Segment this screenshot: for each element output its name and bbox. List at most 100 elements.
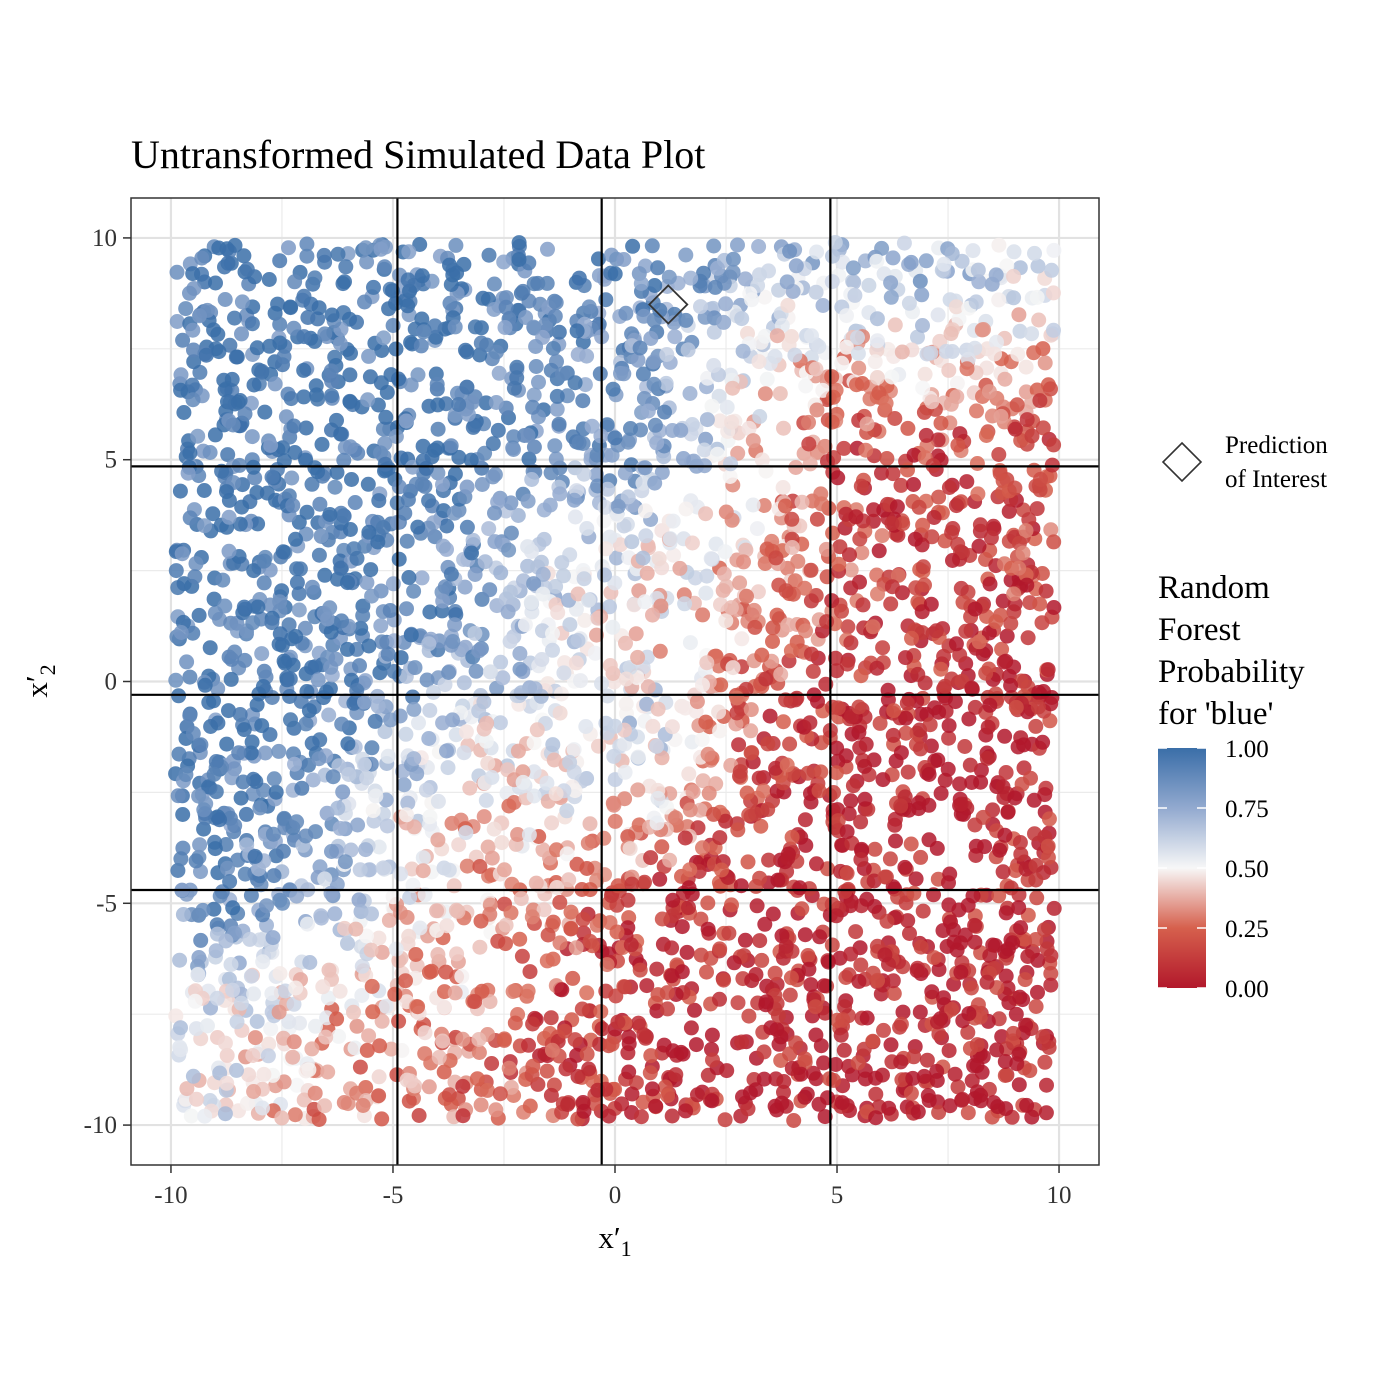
data-point [514, 948, 530, 964]
data-point [399, 807, 414, 823]
data-point [232, 516, 248, 532]
data-point [1018, 359, 1034, 375]
data-point [205, 506, 221, 522]
data-point [219, 1047, 235, 1063]
data-point [542, 497, 558, 513]
data-point [814, 496, 829, 512]
data-point [778, 692, 794, 708]
data-point [780, 850, 796, 866]
data-point [206, 591, 222, 607]
data-point [825, 525, 841, 541]
data-point [775, 480, 791, 495]
data-point [950, 437, 966, 453]
data-point [523, 594, 539, 610]
data-point [605, 619, 621, 635]
data-point [168, 1008, 184, 1024]
data-point [695, 840, 710, 856]
data-point [944, 1001, 959, 1017]
data-point [758, 994, 774, 1010]
data-point [575, 393, 591, 409]
data-point [274, 583, 290, 599]
data-point [396, 777, 412, 793]
data-point [556, 568, 571, 584]
data-point [227, 310, 242, 326]
data-point [528, 339, 544, 354]
data-point [404, 861, 420, 877]
data-point [206, 693, 221, 709]
data-point [375, 421, 391, 437]
data-point [221, 703, 236, 719]
data-point [824, 414, 840, 430]
data-point [751, 770, 767, 786]
data-point [480, 755, 496, 771]
data-point [197, 518, 213, 534]
colorbar-label: 0.00 [1225, 976, 1269, 1003]
data-point [941, 730, 957, 746]
data-point [476, 721, 492, 737]
data-point [736, 554, 751, 570]
data-point [359, 575, 375, 591]
data-point [282, 689, 298, 704]
data-point [914, 287, 930, 303]
data-point [883, 275, 899, 291]
data-point [706, 358, 722, 373]
data-point [897, 859, 913, 875]
data-point [410, 999, 426, 1015]
data-point [991, 447, 1007, 462]
data-point [563, 904, 579, 920]
data-point [658, 375, 674, 391]
data-point [235, 774, 251, 790]
data-point [649, 815, 665, 831]
data-point [486, 302, 502, 317]
data-point [696, 265, 711, 281]
data-point [335, 276, 351, 292]
data-point [526, 788, 542, 804]
data-point [429, 376, 445, 392]
data-point [415, 863, 431, 879]
data-point [359, 770, 375, 786]
data-point [328, 651, 344, 667]
data-point [870, 586, 885, 602]
data-point [824, 369, 840, 385]
data-point [665, 892, 681, 908]
data-point [268, 784, 284, 800]
data-point [430, 421, 446, 437]
data-point [869, 311, 885, 327]
data-point [510, 743, 526, 759]
y-tick-label: 10 [92, 225, 117, 252]
data-point [698, 506, 714, 522]
data-point [176, 405, 192, 420]
data-point [660, 1001, 675, 1017]
data-point [970, 262, 986, 278]
data-point [758, 671, 774, 687]
data-point [745, 433, 761, 449]
data-point [358, 842, 374, 858]
data-point [333, 426, 349, 442]
data-point [551, 416, 567, 432]
data-point [357, 694, 372, 710]
data-point [659, 347, 675, 362]
data-point [725, 251, 741, 267]
data-point [788, 1035, 804, 1051]
data-point [647, 417, 663, 433]
data-point [803, 794, 819, 810]
data-point [730, 445, 746, 461]
data-point [570, 1069, 586, 1084]
data-point [652, 871, 668, 887]
data-point [1001, 503, 1017, 519]
data-point [926, 950, 942, 966]
data-point [545, 626, 560, 641]
data-point [357, 294, 372, 310]
data-point [910, 329, 925, 345]
data-point [590, 610, 606, 626]
data-point [921, 1093, 937, 1108]
data-point [596, 513, 612, 529]
data-point [169, 314, 185, 329]
data-point [587, 645, 603, 661]
data-point [868, 1110, 884, 1126]
data-point [178, 301, 194, 317]
data-point [677, 596, 693, 612]
data-point [275, 843, 291, 859]
data-point [188, 853, 204, 869]
data-point [649, 435, 665, 451]
